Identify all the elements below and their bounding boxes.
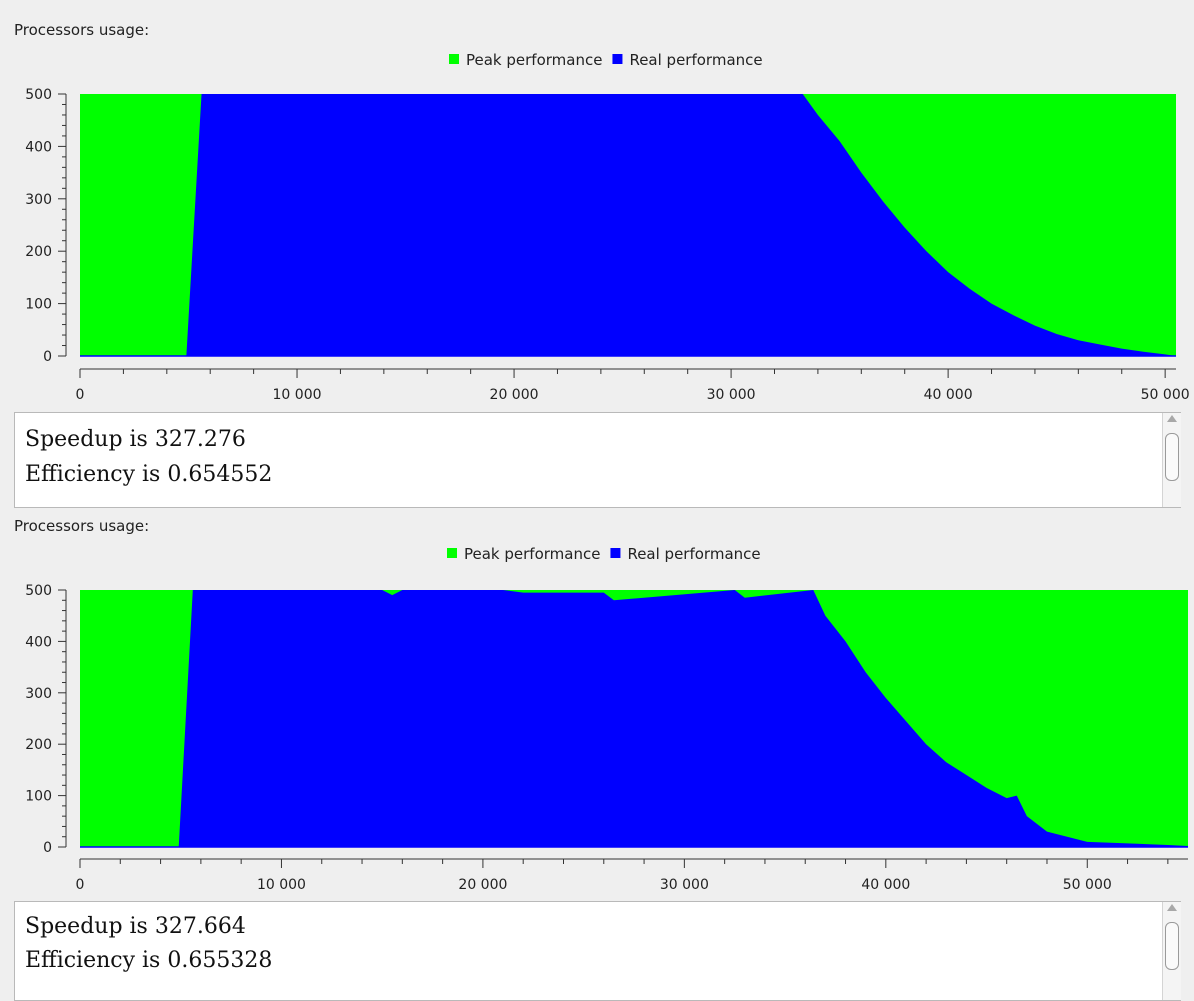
x-tick-label: 20 000 [458,877,507,893]
real-performance-area [80,94,1176,356]
y-tick-label: 500 [25,583,52,599]
efficiency-label: Efficiency is [25,948,161,973]
legend-label: Real performance [629,51,762,69]
x-tick-label: 10 000 [257,877,306,893]
x-tick-label: 40 000 [861,877,910,893]
legend-swatch [612,54,623,64]
x-tick-label: 0 [76,877,85,893]
section-title: Processors usage: [14,517,150,535]
speedup-label: Speedup is [25,427,148,452]
speedup-value: 327.664 [154,914,246,939]
y-tick-label: 0 [43,349,52,365]
legend-label: Real performance [627,545,760,563]
legend-label: Peak performance [466,51,602,69]
legend: Peak performance Real performance [447,545,761,563]
scroll-up-arrow-icon[interactable] [1167,415,1177,422]
legend-swatch [449,54,459,64]
results-textbox-1[interactable]: Speedup is 327.276 Efficiency is 0.65455… [14,412,1181,508]
y-tick-label: 100 [25,297,52,313]
y-tick-label: 500 [25,87,52,103]
x-tick-label: 20 000 [490,387,539,403]
x-tick-label: 0 [76,387,85,403]
vertical-scrollbar[interactable] [1162,902,1181,1000]
x-tick-label: 30 000 [707,387,756,403]
efficiency-value: 0.655328 [167,948,273,973]
speedup-line: Speedup is 327.276 [25,427,246,452]
scroll-thumb[interactable] [1165,433,1179,481]
y-tick-label: 400 [25,139,52,155]
y-tick-label: 200 [25,244,52,260]
chart-panel-1: Processors usage: Peak performance Real p… [14,21,1190,508]
efficiency-value: 0.654552 [167,462,273,487]
y-tick-label: 0 [43,840,52,856]
y-tick-label: 300 [25,686,52,702]
processor-usage-chart-2: Peak performance Real performance 0 100 200 3… [25,545,1188,893]
speedup-line: Speedup is 327.664 [25,914,246,939]
section-title: Processors usage: [14,21,150,39]
y-tick-label: 100 [25,789,52,805]
x-tick-label: 10 000 [273,387,322,403]
speedup-label: Speedup is [25,914,148,939]
x-tick-label: 30 000 [660,877,709,893]
y-tick-label: 300 [25,192,52,208]
x-tick-label: 50 000 [1141,387,1190,403]
processor-usage-chart-1: Peak performance Real performance 0 100 200 3… [25,51,1190,403]
x-tick-label: 50 000 [1063,877,1112,893]
chart-panel-2: Processors usage: Peak performance Real p… [0,506,1194,1001]
y-tick-label: 400 [25,634,52,650]
legend-swatch [447,548,457,558]
efficiency-line: Efficiency is 0.654552 [25,462,272,487]
scroll-thumb[interactable] [1165,922,1179,970]
results-textbox-2[interactable]: Speedup is 327.664 Efficiency is 0.65532… [14,901,1181,1001]
legend-swatch [610,548,621,558]
x-tick-label: 40 000 [924,387,973,403]
efficiency-line: Efficiency is 0.655328 [25,948,272,973]
speedup-value: 327.276 [154,427,246,452]
efficiency-label: Efficiency is [25,462,161,487]
vertical-scrollbar[interactable] [1162,413,1181,507]
y-tick-label: 200 [25,737,52,753]
legend: Peak performance Real performance [449,51,763,69]
legend-label: Peak performance [464,545,600,563]
scroll-up-arrow-icon[interactable] [1167,904,1177,911]
real-performance-area [80,590,1188,847]
